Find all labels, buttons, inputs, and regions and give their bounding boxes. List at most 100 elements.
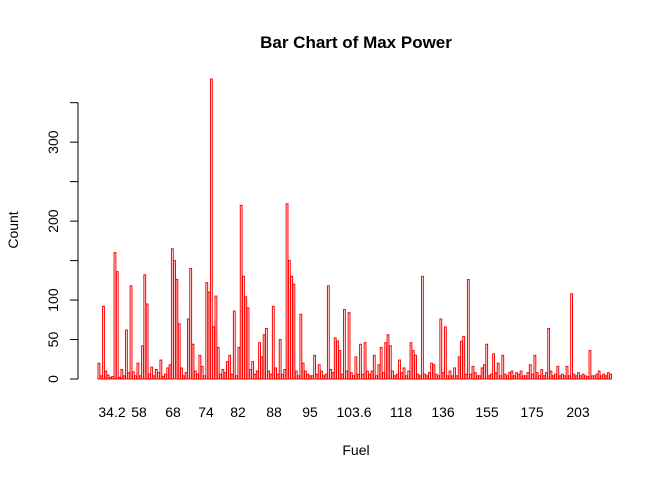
x-tick-label: 95 xyxy=(302,404,318,420)
bar xyxy=(189,267,193,380)
bar xyxy=(372,354,376,380)
bar xyxy=(182,375,186,380)
bar xyxy=(244,296,248,380)
bar xyxy=(577,372,580,380)
bar xyxy=(565,365,569,380)
bar xyxy=(159,359,163,380)
bar xyxy=(547,327,551,380)
x-axis-label: Fuel xyxy=(342,442,369,458)
bar xyxy=(411,350,415,380)
bar xyxy=(395,373,399,380)
bar xyxy=(600,375,603,380)
bar xyxy=(604,375,608,380)
bar xyxy=(338,350,342,380)
x-axis-tick-labels: 34.2 58 68 74 82 88 95 103.6 118 136 155 175 203 xyxy=(98,404,590,420)
bar xyxy=(379,346,383,380)
bar xyxy=(324,373,328,380)
bar xyxy=(448,370,452,380)
bar xyxy=(595,373,599,380)
bar xyxy=(258,342,261,380)
bar xyxy=(294,370,298,380)
bar xyxy=(177,323,181,380)
bar xyxy=(251,361,255,380)
bar xyxy=(478,375,482,380)
bar xyxy=(402,367,406,380)
bar xyxy=(329,369,333,380)
bar xyxy=(588,350,592,380)
bar xyxy=(113,252,117,380)
bar xyxy=(505,375,509,380)
bar xyxy=(501,354,505,380)
bar xyxy=(313,354,317,380)
bar xyxy=(439,318,443,380)
bar xyxy=(283,369,287,380)
bar xyxy=(517,373,521,380)
bar xyxy=(425,375,429,380)
bar xyxy=(359,343,362,380)
bar xyxy=(531,373,534,380)
bar xyxy=(212,326,216,380)
bar xyxy=(400,372,404,380)
bar xyxy=(570,293,574,380)
bar xyxy=(219,373,222,380)
bar xyxy=(267,370,271,380)
bar xyxy=(430,362,434,380)
bar xyxy=(512,375,516,380)
bar xyxy=(533,354,537,380)
bar xyxy=(306,373,310,380)
bar xyxy=(416,373,420,380)
bar xyxy=(421,275,424,380)
y-tick-label: 50 xyxy=(45,332,61,348)
bar xyxy=(418,375,422,380)
bar xyxy=(375,375,378,380)
bar xyxy=(214,295,218,380)
bar xyxy=(464,373,468,380)
y-tick-label: 0 xyxy=(45,375,61,383)
bar xyxy=(248,369,252,380)
bar xyxy=(147,373,151,380)
bar xyxy=(164,373,167,380)
bar xyxy=(308,375,312,380)
bar xyxy=(292,283,296,380)
x-tick-label: 155 xyxy=(475,404,499,420)
bar xyxy=(216,346,220,380)
bar xyxy=(108,376,112,380)
bar xyxy=(97,362,101,380)
bar xyxy=(384,342,388,380)
bar xyxy=(457,356,461,380)
bar xyxy=(230,373,234,380)
x-tick-label: 88 xyxy=(266,404,282,420)
bar xyxy=(583,375,587,380)
bar xyxy=(287,260,291,380)
bar xyxy=(549,370,553,380)
bar xyxy=(462,335,466,380)
bar xyxy=(432,364,436,380)
bar xyxy=(499,375,502,380)
bar xyxy=(404,375,408,380)
bar xyxy=(276,373,280,380)
bar xyxy=(336,340,339,380)
bar xyxy=(175,279,179,380)
bar xyxy=(239,204,243,380)
x-tick-label: 118 xyxy=(390,404,413,420)
bar xyxy=(299,313,303,380)
bar xyxy=(393,375,397,380)
bar xyxy=(131,371,135,380)
bar xyxy=(423,373,427,380)
bar xyxy=(414,354,417,380)
x-tick-label: 74 xyxy=(198,404,214,420)
bar xyxy=(278,339,282,380)
bar xyxy=(586,376,590,380)
bar xyxy=(265,327,268,380)
bar xyxy=(99,375,103,380)
x-tick-label: 34.2 xyxy=(98,404,125,420)
bar xyxy=(262,334,266,380)
x-tick-label: 82 xyxy=(230,404,246,420)
bar xyxy=(127,372,131,380)
bar xyxy=(297,375,300,380)
bar xyxy=(317,364,321,380)
bar xyxy=(203,375,206,380)
bar xyxy=(304,370,307,380)
bar xyxy=(524,375,528,380)
bar xyxy=(120,369,124,380)
